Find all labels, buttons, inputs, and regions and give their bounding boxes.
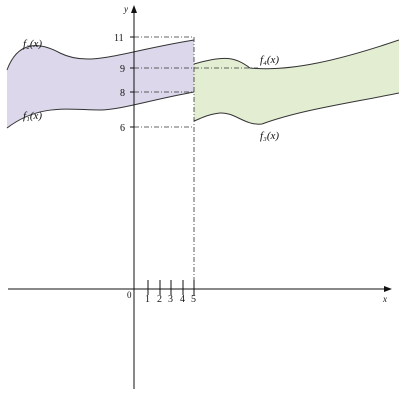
- x-tick-1: 1: [145, 294, 150, 305]
- y-tick-6: 6: [120, 123, 125, 134]
- label-f4: f₄(x): [260, 54, 279, 66]
- x-tick-2: 2: [157, 294, 162, 305]
- x-axis-arrow: [384, 286, 392, 292]
- origin-label: 0: [127, 290, 132, 300]
- curve-f3: [193, 92, 399, 125]
- x-axis-label: x: [382, 294, 387, 304]
- x-tick-4: 4: [180, 294, 185, 305]
- x-tick-5: 5: [191, 294, 196, 305]
- y-tick-9: 9: [120, 64, 125, 75]
- y-tick-11: 11: [114, 33, 124, 44]
- y-axis-label: y: [123, 4, 128, 14]
- right-region: [194, 40, 399, 125]
- curve-f2: [6, 39, 195, 71]
- label-f1: f₁(x): [23, 110, 42, 122]
- label-f3: f₃(x): [260, 130, 279, 142]
- left-region: [7, 40, 194, 128]
- y-axis-arrow: [131, 5, 137, 13]
- curve-f4: [193, 39, 399, 70]
- x-tick-3: 3: [168, 294, 173, 305]
- curve-f1: [6, 91, 195, 129]
- y-tick-8: 8: [120, 88, 125, 99]
- label-f2: f₂(x): [23, 38, 42, 50]
